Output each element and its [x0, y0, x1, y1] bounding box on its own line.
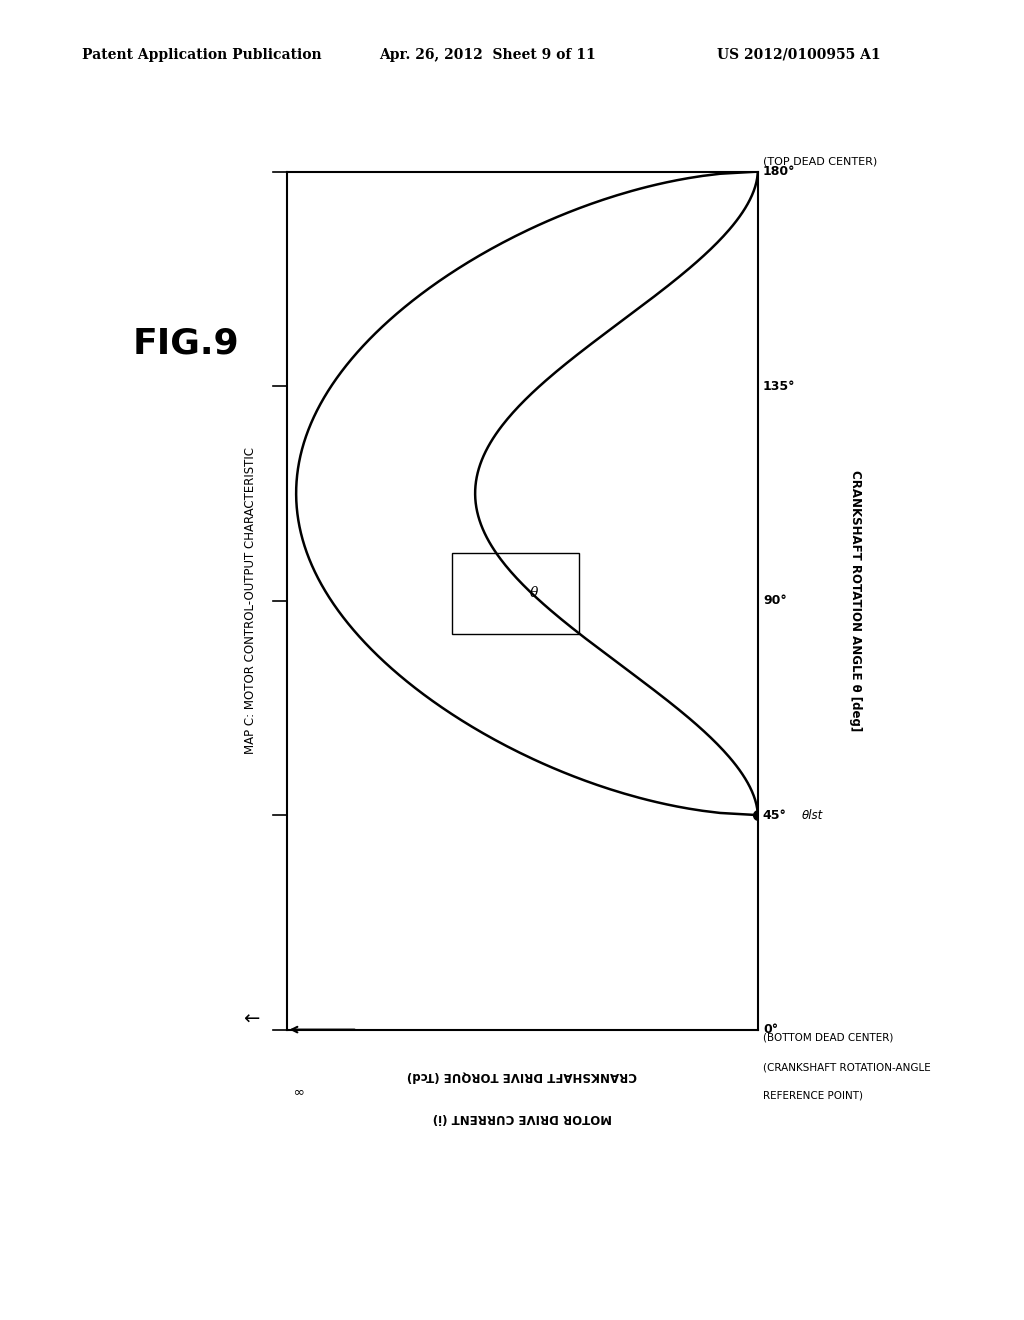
- Text: θ: θ: [529, 586, 539, 601]
- Text: ←: ←: [243, 1010, 259, 1028]
- Text: FIG.9: FIG.9: [133, 326, 240, 360]
- Text: 0°: 0°: [763, 1023, 778, 1036]
- Text: θlst: θlst: [802, 809, 823, 821]
- Text: ∞: ∞: [291, 1084, 303, 1097]
- Text: US 2012/0100955 A1: US 2012/0100955 A1: [717, 48, 881, 62]
- Text: 90°: 90°: [763, 594, 786, 607]
- Text: 135°: 135°: [763, 380, 796, 392]
- Text: MOTOR DRIVE CURRENT (i): MOTOR DRIVE CURRENT (i): [432, 1111, 612, 1125]
- Text: Apr. 26, 2012  Sheet 9 of 11: Apr. 26, 2012 Sheet 9 of 11: [379, 48, 596, 62]
- Bar: [452, 553, 579, 634]
- Text: 180°: 180°: [763, 165, 796, 178]
- Text: CRANKSHAFT DRIVE TORQUE (Tcd): CRANKSHAFT DRIVE TORQUE (Tcd): [408, 1069, 637, 1082]
- Text: MAP C: MOTOR CONTROL-OUTPUT CHARACTERISTIC: MAP C: MOTOR CONTROL-OUTPUT CHARACTERIST…: [245, 447, 257, 754]
- Text: (CRANKSHAFT ROTATION-ANGLE: (CRANKSHAFT ROTATION-ANGLE: [763, 1063, 931, 1073]
- Text: 45°: 45°: [763, 809, 786, 821]
- Text: Patent Application Publication: Patent Application Publication: [82, 48, 322, 62]
- Text: REFERENCE POINT): REFERENCE POINT): [763, 1090, 863, 1101]
- Text: (TOP DEAD CENTER): (TOP DEAD CENTER): [763, 156, 878, 166]
- Text: (BOTTOM DEAD CENTER): (BOTTOM DEAD CENTER): [763, 1032, 893, 1043]
- Text: CRANKSHAFT ROTATION ANGLE θ [deg]: CRANKSHAFT ROTATION ANGLE θ [deg]: [849, 470, 861, 731]
